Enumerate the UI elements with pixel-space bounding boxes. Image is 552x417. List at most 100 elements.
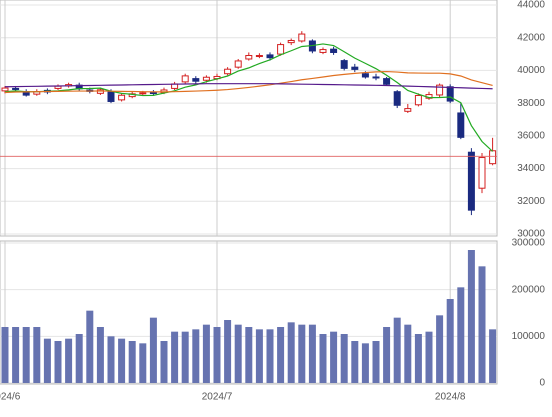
candle-body <box>361 73 369 78</box>
candle-body <box>266 54 274 59</box>
y-tick-label: 42000 <box>517 32 545 43</box>
volume-bar <box>277 327 285 383</box>
volume-bar <box>436 315 444 383</box>
candle-body <box>245 54 253 60</box>
volume-bar <box>245 327 253 383</box>
volume-bar <box>361 343 369 383</box>
volume-bar <box>75 334 83 383</box>
price-panel <box>0 0 498 237</box>
volume-bar <box>351 341 359 383</box>
volume-bar <box>393 317 401 383</box>
volume-bar <box>65 338 73 383</box>
volume-bar <box>171 331 179 383</box>
y-tick-label: 100000 <box>512 331 546 342</box>
volume-bar <box>54 341 62 383</box>
y-tick-label: 34000 <box>517 163 545 174</box>
candle-body <box>404 108 412 112</box>
volume-bar <box>467 250 475 383</box>
volume-bar <box>287 322 295 383</box>
candle-body <box>181 75 189 83</box>
volume-bar <box>489 329 497 383</box>
volume-bar <box>96 327 104 383</box>
candle-body <box>414 94 422 106</box>
volume-bar <box>1 327 9 383</box>
volume-bar <box>298 324 306 383</box>
volume-bar <box>414 334 422 383</box>
candle-body <box>319 49 327 53</box>
y-tick-label: 30000 <box>517 229 545 240</box>
candle-body <box>372 76 380 79</box>
x-tick-label: 2024/8 <box>435 392 466 403</box>
volume-bar <box>139 343 147 383</box>
y-tick-label: 38000 <box>517 98 545 109</box>
candle-body <box>118 94 126 101</box>
volume-bar <box>118 338 126 383</box>
volume-bar <box>33 327 41 383</box>
candle-body <box>277 44 285 55</box>
y-tick-label: 300000 <box>512 238 546 249</box>
candle-body <box>330 48 338 53</box>
y-tick-label: 32000 <box>517 196 545 207</box>
volume-bar <box>340 334 348 383</box>
volume-bar <box>128 341 136 383</box>
volume-bar <box>12 327 20 383</box>
volume-bar <box>266 329 274 383</box>
candle-body <box>192 78 200 82</box>
candle-body <box>383 78 391 85</box>
volume-bar <box>22 327 30 383</box>
candle-body <box>298 33 306 42</box>
moving-average-line <box>4 83 493 90</box>
volume-bar <box>86 310 94 383</box>
candle-body <box>436 84 444 96</box>
candle-body <box>224 68 232 75</box>
volume-bar <box>319 334 327 383</box>
y-tick-label: 36000 <box>517 130 545 141</box>
volume-bar <box>43 338 51 383</box>
volume-bar <box>149 317 157 383</box>
volume-bar <box>308 324 316 383</box>
candle-body <box>107 91 115 102</box>
volume-bar <box>330 331 338 383</box>
candle-body <box>255 55 263 58</box>
candle-body <box>340 60 348 69</box>
candle-body <box>12 87 20 90</box>
volume-bar <box>478 266 486 383</box>
moving-average-line <box>4 43 494 152</box>
candle-body <box>393 91 401 106</box>
candle-body <box>467 151 475 211</box>
volume-bar <box>234 324 242 383</box>
volume-bar <box>383 327 391 383</box>
candle-body <box>351 66 359 70</box>
y-tick-label: 44000 <box>517 0 545 11</box>
volume-bar <box>425 331 433 383</box>
candle-body <box>202 76 210 81</box>
volume-bar <box>181 331 189 383</box>
candle-body <box>489 150 497 165</box>
candle-body <box>478 157 486 189</box>
candle-body <box>234 60 242 68</box>
volume-bar <box>255 329 263 383</box>
candle-body <box>139 92 147 95</box>
volume-bar <box>160 341 168 383</box>
x-tick-label: 2024/7 <box>202 392 233 403</box>
volume-bar <box>202 324 210 383</box>
volume-bar <box>213 327 221 383</box>
volume-bar <box>446 299 454 383</box>
candle-body <box>1 87 9 92</box>
volume-bar <box>372 341 380 383</box>
volume-bar <box>404 324 412 383</box>
candle-body <box>446 86 454 102</box>
candle-body <box>149 92 157 95</box>
y-tick-label: 200000 <box>512 284 546 295</box>
volume-bar <box>224 320 232 383</box>
x-tick-label: 2024/6 <box>0 392 21 403</box>
volume-bar <box>457 287 465 383</box>
candle-body <box>457 112 465 138</box>
candle-body <box>287 39 295 44</box>
y-tick-label: 40000 <box>517 65 545 76</box>
volume-bar <box>107 336 115 383</box>
volume-bar <box>192 329 200 383</box>
moving-average-line <box>4 70 493 94</box>
